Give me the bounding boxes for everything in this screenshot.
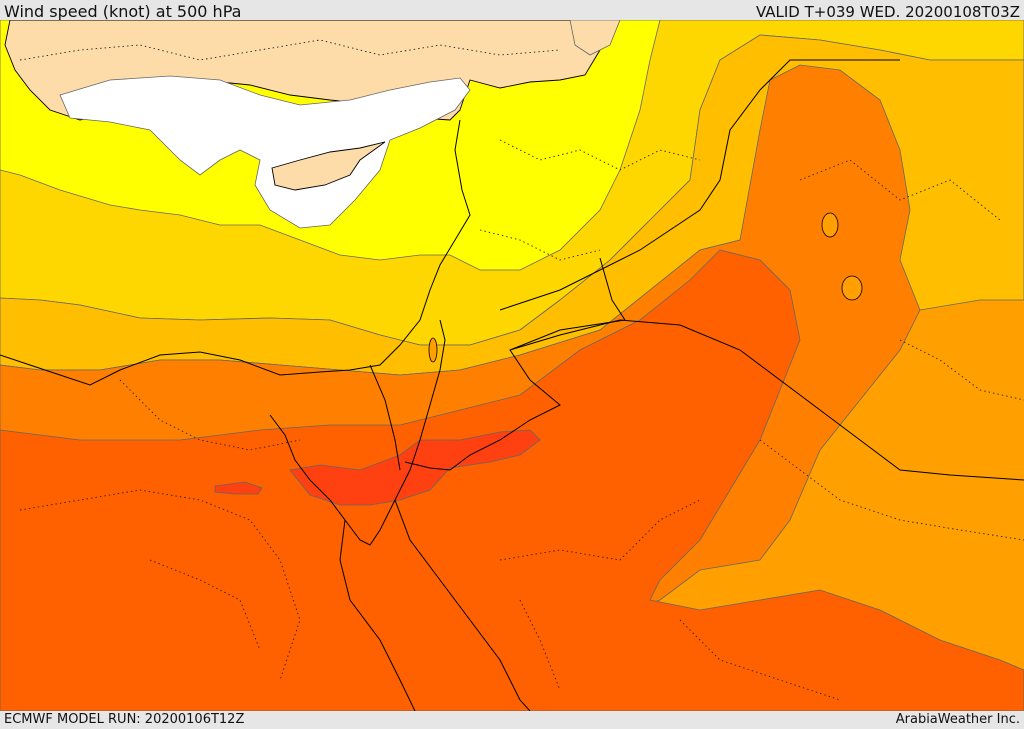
- border-jordan: [404, 257, 626, 471]
- map-canvas: [0, 20, 1024, 711]
- land-cyprus: [271, 141, 386, 191]
- border-egypt: [369, 364, 401, 471]
- provincial-boundaries: [19, 39, 1024, 701]
- lake-2: [841, 275, 863, 301]
- coastline-sinai-gulfs: [269, 319, 531, 711]
- speed-core-red-small: [214, 481, 263, 495]
- brand-label: ArabiaWeather Inc.: [895, 712, 1020, 727]
- border-iraq: [499, 59, 900, 311]
- speed-band-dark-orange: [0, 249, 1024, 711]
- model-run: ECMWF MODEL RUN: 20200106T12Z: [4, 712, 245, 727]
- calm-zone-white: [59, 75, 471, 229]
- land-north-east-patch: [569, 20, 621, 56]
- map-title: Wind speed (knot) at 500 hPa: [4, 2, 242, 21]
- border-saudi: [509, 319, 1024, 481]
- header-bar: Wind speed (knot) at 500 hPa VALID T+039…: [0, 0, 1024, 21]
- coastline-levant: [0, 119, 471, 386]
- speed-core-red: [289, 429, 541, 506]
- valid-time: VALID T+039 WED. 20200108T03Z: [755, 3, 1020, 21]
- footer-bar: ECMWF MODEL RUN: 20200106T12Z ArabiaWeat…: [0, 711, 1024, 729]
- wind-speed-map[interactable]: [0, 20, 1024, 711]
- lake-3: [428, 337, 438, 363]
- lake-1: [821, 212, 839, 238]
